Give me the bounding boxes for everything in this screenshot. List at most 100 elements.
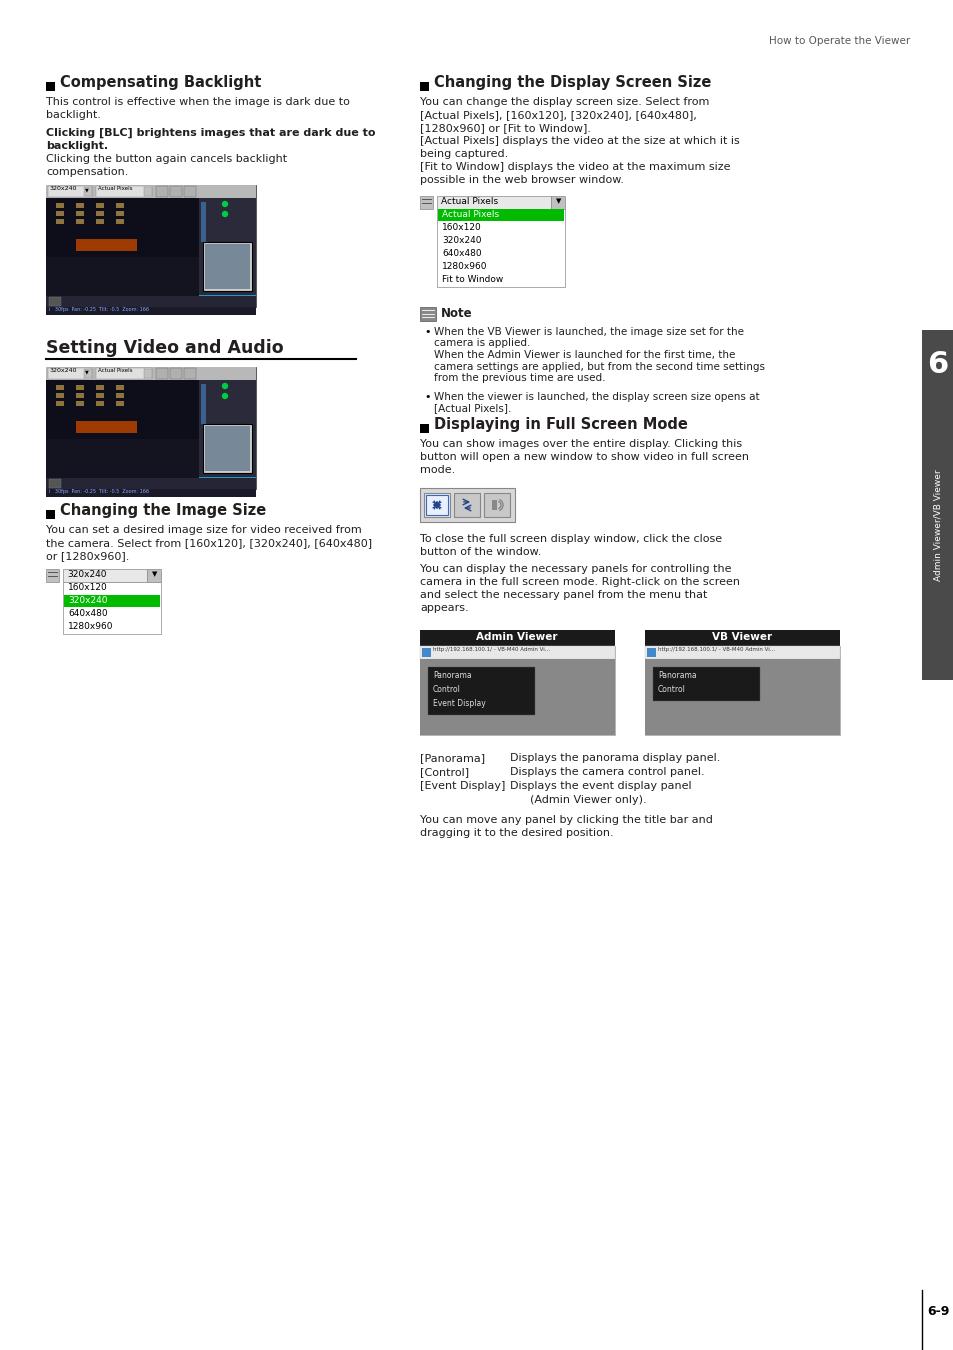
Bar [644, 647, 840, 659]
Bar [63, 582, 161, 634]
Text: button will open a new window to show video in full screen: button will open a new window to show vi… [419, 452, 748, 462]
Text: [1280x960] or [Fit to Window].: [1280x960] or [Fit to Window]. [419, 123, 590, 134]
Text: 6-9: 6-9 [926, 1305, 948, 1318]
Text: Setting Video and Audio: Setting Video and Audio [46, 339, 283, 356]
Bar [76, 393, 84, 398]
Text: Actual Pixels: Actual Pixels [441, 211, 498, 219]
Bar [170, 186, 182, 197]
Text: i   30fps  Pan: -0.25  Tilt: -0.5  Zoom: 166: i 30fps Pan: -0.25 Tilt: -0.5 Zoom: 166 [49, 306, 149, 312]
Bar [199, 198, 255, 306]
Text: from the previous time are used.: from the previous time are used. [434, 373, 605, 383]
Bar [203, 242, 252, 290]
Text: Actual Pixels: Actual Pixels [98, 369, 132, 374]
Text: You can display the necessary panels for controlling the: You can display the necessary panels for… [419, 564, 731, 574]
Text: When the viewer is launched, the display screen size opens at: When the viewer is launched, the display… [434, 392, 759, 401]
Text: Event Display: Event Display [433, 699, 485, 707]
Bar [96, 385, 104, 390]
Bar [203, 424, 252, 472]
Text: How to Operate the Viewer: How to Operate the Viewer [768, 36, 909, 46]
Bar [46, 296, 255, 306]
Text: Actual Pixels: Actual Pixels [440, 197, 497, 207]
Bar [49, 479, 61, 487]
Bar [64, 595, 160, 608]
Text: Changing the Image Size: Changing the Image Size [60, 504, 266, 518]
Bar [46, 367, 255, 379]
Text: 320x240: 320x240 [50, 369, 77, 374]
Bar [419, 82, 429, 90]
Text: [Control]: [Control] [419, 767, 469, 778]
Bar [76, 239, 137, 251]
Text: being captured.: being captured. [419, 148, 508, 159]
Text: ▼: ▼ [85, 188, 89, 192]
Text: Clicking the button again cancels backlight: Clicking the button again cancels backli… [46, 154, 287, 163]
Bar [96, 219, 104, 224]
Circle shape [222, 212, 227, 216]
Bar [48, 369, 91, 379]
Bar [156, 369, 168, 379]
Bar [646, 648, 656, 657]
Bar [644, 630, 840, 647]
Text: Fit to Window: Fit to Window [441, 275, 503, 284]
Text: [Actual Pixels] displays the video at the size at which it is: [Actual Pixels] displays the video at th… [419, 136, 739, 146]
Bar [201, 202, 206, 242]
Bar [419, 630, 615, 647]
Text: ▼: ▼ [85, 369, 89, 374]
Bar [56, 219, 64, 224]
Text: •: • [423, 327, 430, 338]
Bar [419, 659, 615, 734]
Bar [184, 369, 195, 379]
Bar [46, 185, 255, 198]
Text: 6: 6 [926, 350, 947, 379]
Bar [184, 186, 195, 197]
Text: Compensating Backlight: Compensating Backlight [60, 76, 261, 90]
Bar [423, 493, 450, 517]
Bar [483, 493, 510, 517]
Bar [419, 647, 615, 734]
Text: button of the window.: button of the window. [419, 547, 540, 558]
Bar [46, 510, 55, 518]
Text: [Fit to Window] displays the video at the maximum size: [Fit to Window] displays the video at th… [419, 162, 730, 171]
Bar [419, 487, 515, 522]
Bar [170, 369, 182, 379]
Text: 320x240: 320x240 [441, 236, 481, 244]
Bar [426, 495, 448, 514]
Text: You can show images over the entire display. Clicking this: You can show images over the entire disp… [419, 439, 741, 450]
Text: 160x120: 160x120 [68, 583, 108, 593]
Text: [Actual Pixels], [160x120], [320x240], [640x480],: [Actual Pixels], [160x120], [320x240], [… [419, 109, 696, 120]
Text: [Actual Pixels].: [Actual Pixels]. [434, 404, 511, 413]
Bar [63, 568, 147, 582]
Text: ▼: ▼ [556, 198, 560, 204]
Text: http://192.168.100.1/ - VB-M40 Admin Vi...: http://192.168.100.1/ - VB-M40 Admin Vi.… [658, 648, 774, 652]
Bar [205, 243, 250, 289]
Circle shape [222, 383, 227, 389]
Bar [76, 219, 84, 224]
Text: (Admin Viewer only).: (Admin Viewer only). [530, 795, 646, 805]
Text: [Event Display]: [Event Display] [419, 782, 505, 791]
Text: Displays the panorama display panel.: Displays the panorama display panel. [510, 753, 720, 763]
Bar [199, 294, 255, 301]
Text: VB Viewer: VB Viewer [711, 632, 771, 643]
Bar [96, 211, 104, 216]
Text: ▼: ▼ [152, 571, 157, 576]
Bar [144, 188, 152, 196]
Text: Changing the Display Screen Size: Changing the Display Screen Size [434, 76, 711, 90]
Bar [199, 477, 255, 482]
Bar [96, 186, 152, 197]
Bar [454, 493, 479, 517]
Bar [46, 198, 199, 296]
Bar [436, 196, 551, 209]
Bar [144, 369, 152, 378]
Text: Actual Pixels: Actual Pixels [98, 186, 132, 192]
Bar [76, 385, 84, 390]
Text: i   30fps  Pan: -0.25  Tilt: -0.5  Zoom: 166: i 30fps Pan: -0.25 Tilt: -0.5 Zoom: 166 [49, 489, 149, 494]
Text: the camera. Select from [160x120], [320x240], [640x480]: the camera. Select from [160x120], [320x… [46, 539, 372, 548]
Bar [76, 421, 137, 433]
Bar [46, 198, 199, 256]
Text: or [1280x960].: or [1280x960]. [46, 551, 130, 562]
Bar [644, 647, 840, 734]
Text: Panorama: Panorama [433, 671, 471, 680]
Circle shape [222, 201, 227, 207]
Bar [46, 306, 255, 315]
Bar [205, 425, 250, 471]
Bar [96, 393, 104, 398]
